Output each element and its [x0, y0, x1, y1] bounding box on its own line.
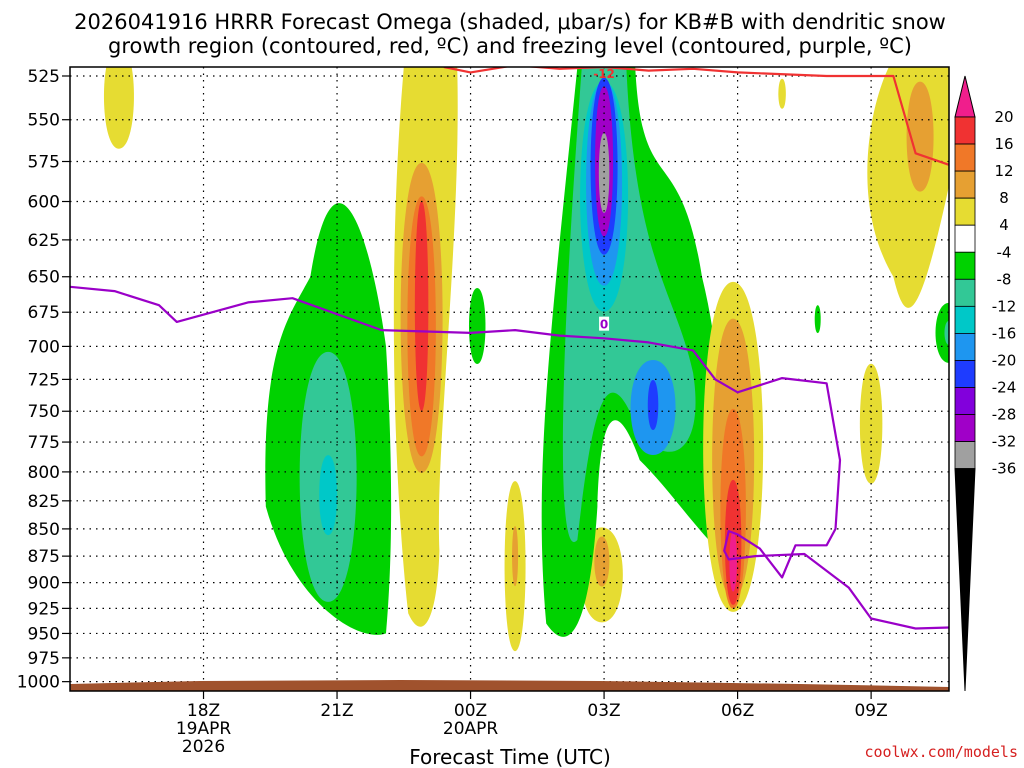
y-tick-label: 650 [28, 268, 60, 288]
x-tick-label: 20APR [443, 719, 499, 739]
y-tick-label: 950 [28, 624, 60, 644]
omega-min-feature [598, 132, 610, 213]
x-tick-label: 03Z [587, 701, 620, 721]
colorbar-bin [954, 305, 976, 334]
colorbar-label: -24 [992, 379, 1017, 397]
y-tick-label: 975 [28, 649, 60, 669]
colorbar-bin [954, 116, 976, 145]
x-axis-label: Forecast Time (UTC) [409, 745, 611, 768]
y-tick-label: 675 [28, 303, 60, 323]
colorbar-bin [954, 360, 976, 388]
colorbar-bin [954, 143, 976, 172]
colorbar-label: 4 [999, 216, 1009, 234]
colorbar-label: -12 [992, 297, 1017, 315]
omega-max-feature [104, 67, 134, 149]
colorbar: 20 16 12 8 4 -4 -8 -12 -16 -20 -24 -28 -32 -36 [954, 75, 1017, 692]
y-tick-label: 925 [28, 599, 60, 619]
omega-min-feature [935, 302, 949, 363]
dgz-contour-label: -12 [593, 67, 615, 81]
colorbar-bin [954, 414, 976, 442]
y-tick-label: 775 [28, 433, 60, 453]
y-tick-label: 725 [28, 370, 60, 390]
colorbar-label: -8 [997, 270, 1012, 288]
y-tick-label: 900 [28, 574, 60, 594]
colorbar-bin [954, 387, 976, 415]
colorbar-bin [954, 278, 976, 307]
omega-min-feature [319, 455, 338, 536]
omega-min-feature [814, 305, 821, 334]
colorbar-label: -32 [992, 433, 1017, 451]
ground-strip [70, 680, 949, 691]
y-tick-label: 750 [28, 402, 60, 422]
omega-min-feature [468, 288, 486, 365]
y-tick-label: 575 [28, 153, 60, 173]
omega-shading [104, 67, 949, 652]
freezing-level-contour [70, 285, 949, 630]
credit-text: coolwx.com/models [864, 743, 1018, 761]
omega-max-feature [512, 526, 519, 587]
y-tick-label: 700 [28, 337, 60, 357]
y-tick-label: 1000 [17, 673, 60, 693]
omega-max-feature [594, 536, 610, 587]
x-tick-label: 06Z [721, 701, 754, 721]
omega-max-feature [906, 81, 934, 192]
y-tick-label: 525 [28, 67, 60, 87]
y-tick-label: 550 [28, 111, 60, 131]
colorbar-label: 8 [999, 189, 1009, 207]
colorbar-bin [954, 332, 976, 361]
y-axis: 525 550 575 600 625 650 675 700 725 750 775 800 825 8… [17, 67, 70, 693]
x-tick-label: 00Z [454, 701, 487, 721]
omega-max-feature [729, 531, 737, 592]
freezing-contour-label: 0 [600, 318, 608, 332]
y-tick-label: 825 [28, 492, 60, 512]
x-tick-label: 2026 [182, 737, 225, 757]
x-tick-label: 21Z [320, 701, 353, 721]
y-tick-label: 875 [28, 547, 60, 567]
colorbar-label: -4 [997, 243, 1012, 261]
y-tick-label: 600 [28, 193, 60, 213]
omega-max-feature [414, 201, 429, 412]
x-tick-label: 09Z [854, 701, 887, 721]
dgz-minus12-contour [443, 67, 949, 166]
colorbar-bin [954, 224, 976, 253]
x-tick-label: 18Z [187, 701, 220, 721]
colorbar-label: 12 [994, 162, 1013, 180]
omega-min-feature [944, 320, 949, 345]
chart-title-line-2: growth region (contoured, red, ºC) and f… [108, 34, 912, 58]
colorbar-bin [954, 170, 976, 199]
y-tick-label: 800 [28, 463, 60, 483]
grid [70, 67, 949, 691]
x-tick-label: 19APR [176, 719, 232, 739]
y-tick-label: 625 [28, 231, 60, 251]
colorbar-bin [954, 251, 976, 280]
colorbar-bin [954, 197, 976, 226]
omega-max-feature [778, 78, 786, 109]
colorbar-label: -36 [992, 460, 1017, 478]
freezing-label-bg [599, 316, 610, 331]
chart-title-line-1: 2026041916 HRRR Forecast Omega (shaded, … [74, 10, 946, 34]
colorbar-label: -28 [992, 406, 1017, 424]
colorbar-label: 16 [994, 135, 1013, 153]
colorbar-label: 20 [994, 108, 1013, 126]
omega-max-feature [859, 363, 883, 484]
colorbar-label: -16 [992, 324, 1017, 342]
colorbar-bin [954, 441, 976, 470]
colorbar-top-triangle [954, 75, 976, 118]
omega-min-feature [647, 379, 659, 430]
colorbar-bottom-triangle [954, 468, 976, 692]
y-tick-label: 850 [28, 520, 60, 540]
colorbar-label: -20 [992, 351, 1017, 369]
contours: -12 0 [70, 67, 949, 630]
